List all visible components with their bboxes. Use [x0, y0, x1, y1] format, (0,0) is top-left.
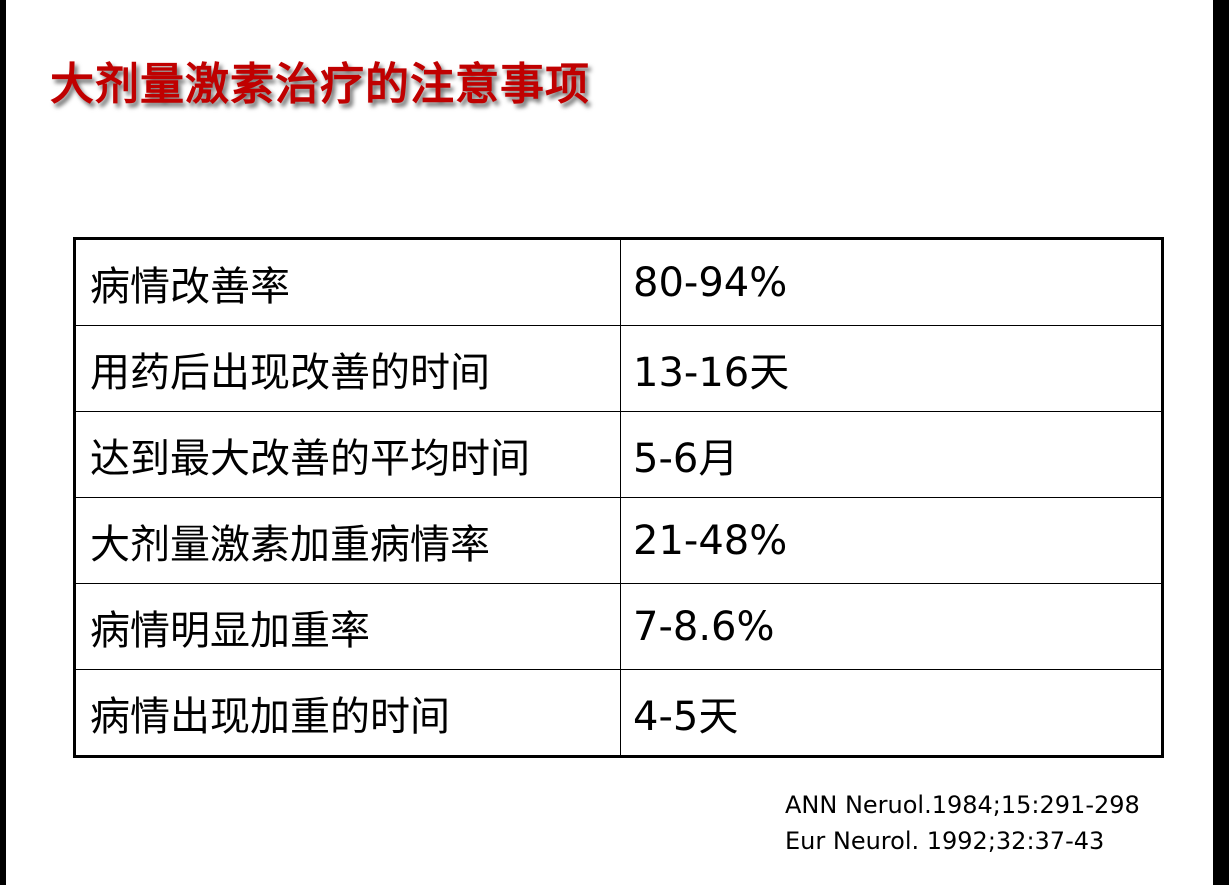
row-label: 病情明显加重率 [74, 583, 621, 670]
row-value: 4-5天 [620, 669, 1163, 757]
table-row: 病情明显加重率 7-8.6% [74, 583, 1163, 670]
references: ANN Neruol.1984;15:291-298 Eur Neurol. 1… [785, 787, 1140, 859]
table-row: 大剂量激素加重病情率 21-48% [74, 497, 1163, 584]
row-label: 病情出现加重的时间 [74, 669, 621, 757]
row-value: 80-94% [620, 238, 1163, 326]
data-table: 病情改善率 80-94% 用药后出现改善的时间 13-16天 达到最大改善的平均… [73, 237, 1164, 758]
table-row: 病情出现加重的时间 4-5天 [74, 669, 1163, 757]
row-label: 病情改善率 [74, 238, 621, 326]
table-row: 用药后出现改善的时间 13-16天 [74, 325, 1163, 412]
row-value: 7-8.6% [620, 583, 1163, 670]
reference-line: Eur Neurol. 1992;32:37-43 [785, 827, 1105, 855]
row-label: 用药后出现改善的时间 [74, 325, 621, 412]
table-row: 达到最大改善的平均时间 5-6月 [74, 411, 1163, 498]
slide-title: 大剂量激素治疗的注意事项 [50, 59, 590, 110]
row-value: 13-16天 [620, 325, 1163, 412]
row-label: 大剂量激素加重病情率 [74, 497, 621, 584]
row-value: 5-6月 [620, 411, 1163, 498]
row-label: 达到最大改善的平均时间 [74, 411, 621, 498]
row-value: 21-48% [620, 497, 1163, 584]
table-row: 病情改善率 80-94% [74, 238, 1163, 326]
slide: 大剂量激素治疗的注意事项 病情改善率 80-94% 用药后出现改善的时间 13-… [6, 0, 1213, 885]
reference-line: ANN Neruol.1984;15:291-298 [785, 791, 1140, 819]
